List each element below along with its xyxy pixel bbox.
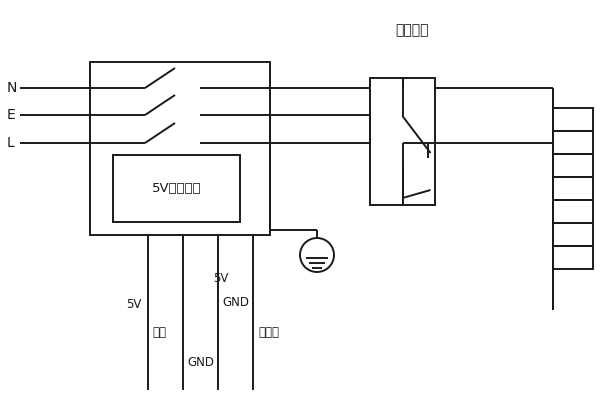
Text: 热断路器: 热断路器 xyxy=(396,23,429,37)
Bar xyxy=(113,155,240,222)
Text: GND: GND xyxy=(222,296,249,310)
Bar xyxy=(553,223,593,246)
Bar xyxy=(90,62,270,235)
Bar xyxy=(370,78,435,205)
Bar xyxy=(553,246,593,269)
Bar xyxy=(553,108,593,131)
Bar xyxy=(553,154,593,177)
Text: 5V: 5V xyxy=(213,272,228,284)
Text: 反馈线: 反馈线 xyxy=(258,326,279,340)
Text: L: L xyxy=(7,136,14,150)
Bar xyxy=(553,131,593,154)
Bar xyxy=(553,200,593,223)
Text: GND: GND xyxy=(187,356,214,368)
Text: E: E xyxy=(7,108,16,122)
Text: N: N xyxy=(7,81,18,95)
Text: 5V: 5V xyxy=(126,298,141,312)
Bar xyxy=(553,177,593,200)
Text: 5V电源电路: 5V电源电路 xyxy=(152,182,201,195)
Text: 信号: 信号 xyxy=(152,326,166,340)
